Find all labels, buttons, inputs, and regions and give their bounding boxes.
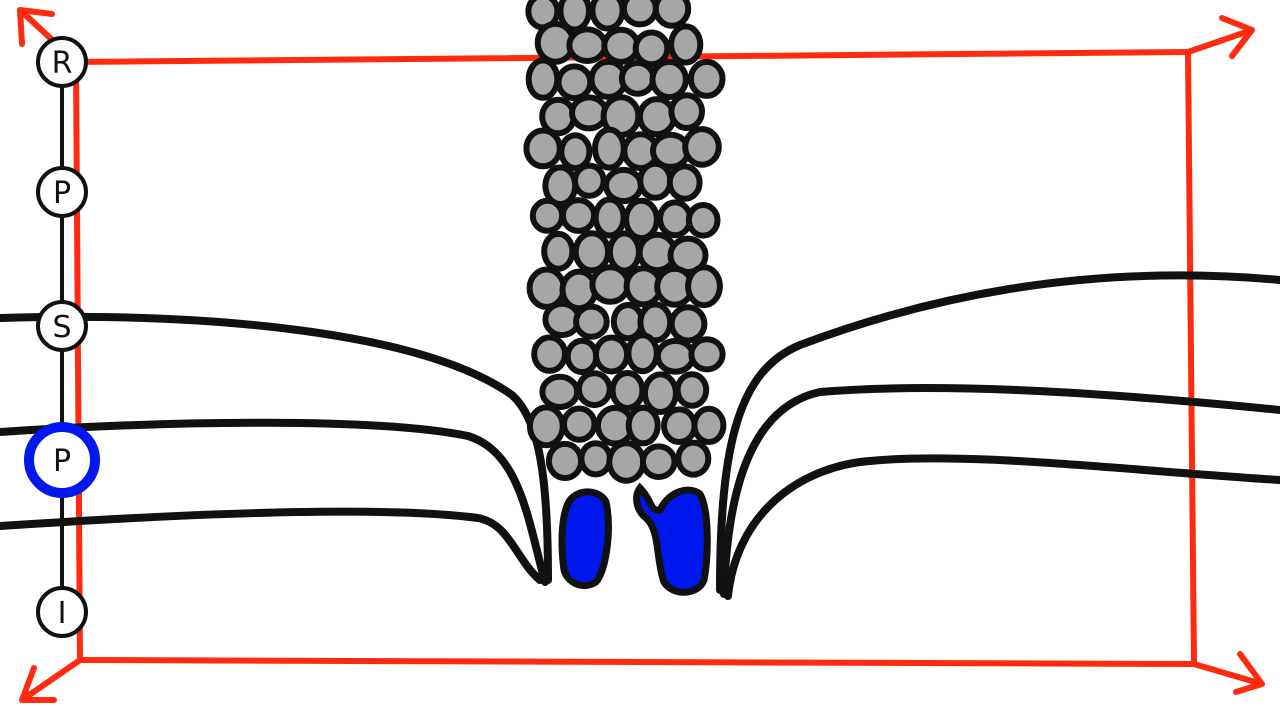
- grey-cell: [625, 332, 660, 375]
- grey-cell: [539, 373, 581, 410]
- grey-cell: [654, 337, 697, 375]
- grey-cell: [566, 26, 609, 65]
- blue-blobs: [558, 482, 711, 596]
- grey-cell: [625, 404, 661, 447]
- grey-cell: [559, 197, 598, 234]
- blue-blob-right: [633, 482, 711, 596]
- grey-cell: [601, 26, 641, 65]
- grey-cell: [558, 132, 593, 172]
- grey-cell: [639, 443, 678, 481]
- grey-cell: [603, 166, 644, 205]
- timeline-stage-label: R: [52, 46, 73, 81]
- grey-cell: [589, 264, 632, 305]
- timeline-node: [36, 166, 88, 218]
- grey-cell: [525, 57, 561, 101]
- grey-cell: [675, 439, 712, 478]
- grey-cell: [618, 59, 657, 97]
- cell-column: [523, 0, 727, 484]
- arrow-up-right: [1185, 15, 1255, 59]
- frame-bottom-edge: [77, 657, 1197, 667]
- grey-cell: [592, 334, 631, 375]
- timeline-stage-label: I: [58, 596, 67, 631]
- arrow-down-left: [19, 657, 83, 703]
- grey-cell: [578, 440, 614, 478]
- grey-cell: [682, 126, 722, 168]
- grey-cell: [666, 163, 703, 202]
- grey-cell: [592, 196, 627, 239]
- grey-cell: [668, 304, 708, 344]
- timeline-stage-label: P: [53, 176, 71, 211]
- timeline-node-active: [24, 422, 100, 498]
- grey-cell: [560, 405, 598, 443]
- arrow-down-right: [1191, 651, 1265, 695]
- grey-cell: [661, 406, 698, 446]
- frame-left-edge: [73, 59, 83, 663]
- layer-top-left: [0, 312, 552, 584]
- grey-cell: [685, 264, 723, 309]
- grey-cell: [649, 58, 689, 101]
- grey-cell: [529, 197, 566, 234]
- timeline-stage-label: S: [52, 310, 71, 345]
- grey-cell: [541, 230, 576, 272]
- grey-cell: [531, 334, 568, 374]
- grey-cell: [592, 126, 627, 171]
- grey-cell: [557, 0, 592, 33]
- layer-bottom-left: [0, 507, 544, 584]
- grey-cell: [526, 404, 566, 449]
- grey-cell: [572, 230, 612, 274]
- stage-timeline: R P S P I: [24, 36, 100, 638]
- grey-cell: [636, 96, 677, 138]
- grey-cell: [523, 127, 563, 170]
- grey-cell: [573, 303, 610, 340]
- timeline-node: [36, 36, 88, 88]
- grey-cell: [685, 202, 721, 239]
- grey-cell: [691, 405, 727, 445]
- timeline-node: [36, 300, 88, 352]
- grey-cell: [545, 440, 585, 482]
- layer-bottom-right: [724, 454, 1280, 600]
- grey-cell: [674, 371, 710, 409]
- layer-middle-right: [720, 384, 1280, 598]
- blue-blob-left: [558, 488, 612, 589]
- timeline-node: [36, 586, 88, 638]
- grey-cell: [575, 370, 613, 409]
- strata-lines: [0, 271, 1280, 600]
- grey-cell: [637, 160, 674, 201]
- grey-cell: [668, 92, 706, 131]
- grey-cell: [668, 23, 704, 66]
- grey-cell: [572, 162, 607, 199]
- grey-cell: [564, 337, 600, 376]
- red-frame: [17, 7, 1265, 703]
- grey-cell: [652, 0, 692, 29]
- grey-cell: [606, 440, 647, 484]
- grey-cell: [688, 336, 726, 373]
- grey-cell: [609, 370, 646, 411]
- grey-cell: [657, 199, 694, 239]
- grey-cell: [632, 29, 671, 68]
- grey-cell: [623, 197, 660, 242]
- grey-cell: [687, 58, 726, 99]
- grey-cell: [620, 0, 659, 28]
- frame-right-edge: [1185, 49, 1197, 667]
- layer-top-right: [716, 271, 1280, 594]
- grey-cell: [589, 0, 626, 32]
- timeline-stage-label: P: [53, 444, 71, 479]
- layer-middle-left: [0, 418, 549, 586]
- grey-cell: [555, 63, 594, 102]
